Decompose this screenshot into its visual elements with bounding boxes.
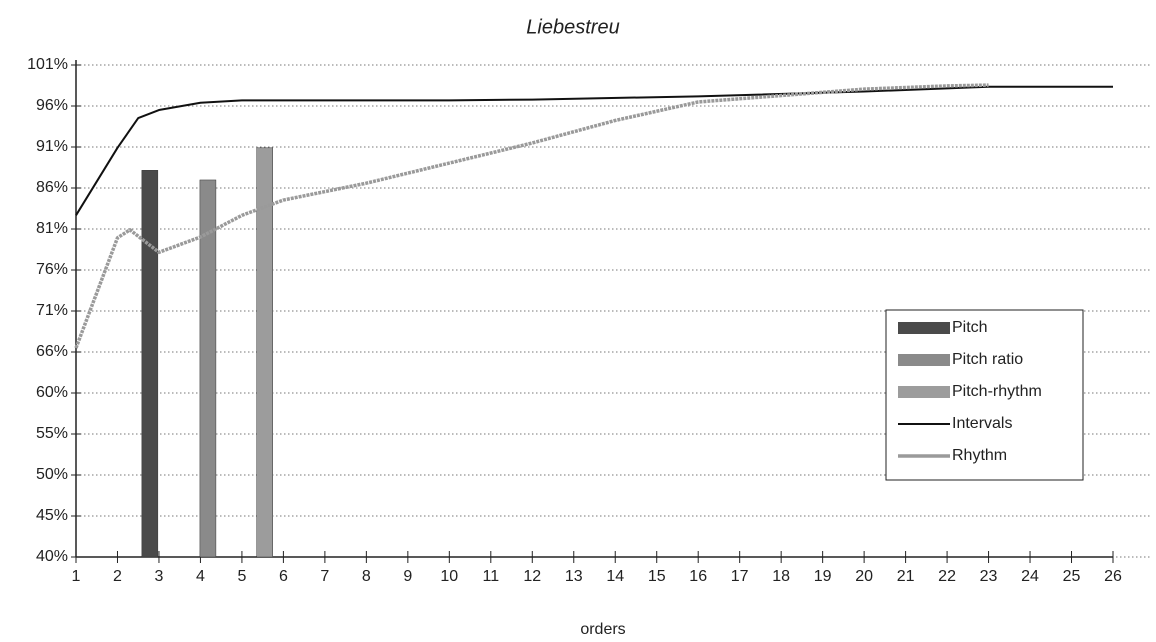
- y-tick-label: 76%: [36, 261, 68, 278]
- x-tick-label: 1: [72, 568, 81, 585]
- x-tick-label: 10: [440, 568, 458, 585]
- legend-label: Pitch: [952, 319, 988, 336]
- x-tick-label: 20: [855, 568, 873, 585]
- x-tick-label: 8: [362, 568, 371, 585]
- line: [74, 83, 989, 349]
- y-tick-label: 96%: [36, 97, 68, 114]
- x-tick-label: 19: [814, 568, 832, 585]
- x-tick-label: 13: [565, 568, 583, 585]
- x-tick-label: 23: [980, 568, 998, 585]
- y-tick-label: 81%: [36, 220, 68, 237]
- x-tick-label: 5: [237, 568, 246, 585]
- x-tick-label: 14: [606, 568, 624, 585]
- x-tick-label: 3: [155, 568, 164, 585]
- y-tick-label: 40%: [36, 548, 68, 565]
- x-tick-label: 18: [772, 568, 790, 585]
- x-tick-label: 9: [403, 568, 412, 585]
- x-tick-label: 11: [482, 568, 499, 585]
- bar: [141, 170, 159, 558]
- legend-swatch: [898, 386, 950, 398]
- x-tick-label: 2: [113, 568, 122, 585]
- legend-label: Rhythm: [952, 447, 1007, 464]
- bar: [199, 179, 217, 558]
- x-tick-label: 24: [1021, 568, 1039, 585]
- x-tick-label: 6: [279, 568, 288, 585]
- x-tick-label: 21: [897, 568, 915, 585]
- x-axis-label: orders: [580, 621, 625, 638]
- y-tick-label: 60%: [36, 384, 68, 401]
- legend-label: Intervals: [952, 415, 1012, 432]
- y-tick-label: 50%: [36, 466, 68, 483]
- x-tick-label: 4: [196, 568, 205, 585]
- y-tick-label: 91%: [36, 138, 68, 155]
- legend-label: Pitch ratio: [952, 351, 1023, 368]
- legend-label: Pitch-rhythm: [952, 383, 1042, 400]
- x-tick-label: 25: [1063, 568, 1081, 585]
- y-tick-label: 45%: [36, 507, 68, 524]
- x-tick-label: 16: [689, 568, 707, 585]
- y-tick-label: 86%: [36, 179, 68, 196]
- x-tick-label: 22: [938, 568, 956, 585]
- x-tick-label: 7: [320, 568, 329, 585]
- legend-swatch: [898, 322, 950, 334]
- bar: [256, 147, 273, 558]
- y-tick-label: 66%: [36, 343, 68, 360]
- x-tick-label: 17: [731, 568, 749, 585]
- x-tick-label: 12: [523, 568, 541, 585]
- x-tick-label: 26: [1104, 568, 1122, 585]
- line: [75, 85, 1113, 216]
- x-tick-label: 15: [648, 568, 666, 585]
- legend-swatch: [898, 354, 950, 366]
- y-tick-label: 101%: [27, 56, 68, 73]
- y-tick-label: 71%: [36, 302, 68, 319]
- chart-title: Liebestreu: [526, 16, 619, 38]
- y-tick-label: 55%: [36, 425, 68, 442]
